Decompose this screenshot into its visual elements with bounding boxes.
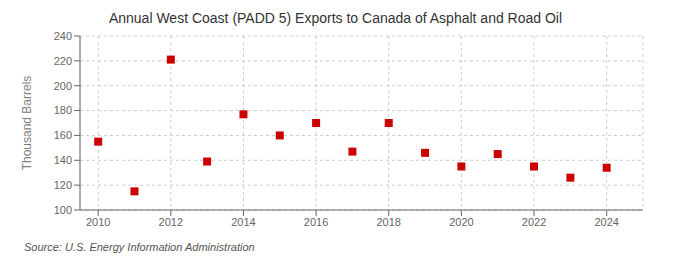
- svg-text:200: 200: [54, 80, 72, 92]
- svg-text:2014: 2014: [231, 216, 255, 228]
- svg-text:160: 160: [54, 129, 72, 141]
- svg-text:2016: 2016: [304, 216, 328, 228]
- svg-text:220: 220: [54, 55, 72, 67]
- svg-text:100: 100: [54, 204, 72, 216]
- svg-text:180: 180: [54, 104, 72, 116]
- svg-text:2022: 2022: [522, 216, 546, 228]
- svg-text:2020: 2020: [449, 216, 473, 228]
- svg-text:140: 140: [54, 154, 72, 166]
- svg-text:2010: 2010: [86, 216, 110, 228]
- svg-text:Thousand Barrels: Thousand Barrels: [20, 76, 34, 171]
- svg-text:2018: 2018: [376, 216, 400, 228]
- svg-text:2024: 2024: [594, 216, 618, 228]
- html-text:Annual West Coast (PADD 5) Exp: Annual West Coast (PADD 5) Exports to Ca…: [108, 10, 563, 26]
- svg-text:120: 120: [54, 179, 72, 191]
- html-text:Source: U.S. Energy Informatio: Source: U.S. Energy Information Administ…: [24, 241, 255, 253]
- svg-text:240: 240: [54, 30, 72, 42]
- svg-text:2012: 2012: [159, 216, 183, 228]
